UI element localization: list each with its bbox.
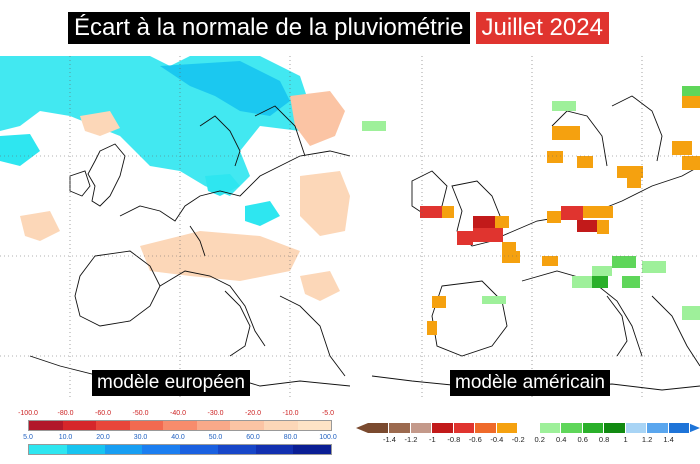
map-european-svg xyxy=(0,56,350,398)
dry-anomaly-area xyxy=(300,271,340,301)
legend-tick-label: 20.0 xyxy=(96,434,110,441)
legend-tick-label: -100.0 xyxy=(18,410,38,417)
legend-swatch xyxy=(293,445,331,454)
wet-anomaly-core xyxy=(160,61,290,116)
dry-anomaly-area xyxy=(80,111,120,136)
wet-anomaly-patch xyxy=(245,201,280,226)
coastlines xyxy=(371,95,700,391)
title-date-badge: Juillet 2024 xyxy=(475,12,609,44)
legend-swatch xyxy=(29,421,63,430)
legend-tick-label: -40.0 xyxy=(170,410,186,417)
wet-anomaly-patch xyxy=(0,134,40,166)
legend-swatch xyxy=(625,423,648,433)
label-european-model: modèle européen xyxy=(92,370,250,396)
legend-tick-label: -50.0 xyxy=(132,410,149,417)
legend-swatch xyxy=(389,423,411,433)
legend-swatch xyxy=(96,421,130,430)
legend-swatch xyxy=(62,421,97,430)
legend-us-arrows xyxy=(356,423,700,433)
legend-tick-label: -0.4 xyxy=(490,435,504,444)
legend-tick-label: 0.6 xyxy=(577,435,588,444)
legend-tick-label: 30.0 xyxy=(133,434,148,441)
map-european-model xyxy=(0,56,350,398)
map-american-svg xyxy=(352,56,700,398)
legend-tick-label: -60.0 xyxy=(95,410,111,417)
legend-swatch xyxy=(496,423,519,433)
legend-american: -1.4 -1.2 -1 -0.8 -0.6 -0.4 -0.2 0.2 0.4 0.6 0.8 1 1… xyxy=(356,418,700,458)
legend-swatch xyxy=(561,423,583,433)
legend-tick-label: 5.0 xyxy=(23,434,33,441)
legend-tick-label: -0.2 xyxy=(511,435,525,444)
dry-anomaly-area xyxy=(290,91,345,146)
legend-swatch xyxy=(142,445,180,454)
legend-swatch xyxy=(230,421,264,430)
legend-tick-label: -80.0 xyxy=(57,410,74,417)
legend-swatch xyxy=(475,423,497,433)
legend-swatch xyxy=(368,423,390,433)
legend-negative-ticks: -100.0 -80.0 -60.0 -50.0 -40.0 -30.0 -20.0 -10.… xyxy=(18,410,334,420)
legend-negative-bar xyxy=(28,420,332,431)
legend-tick-label: 100.0 xyxy=(319,434,337,441)
legend-swatch xyxy=(263,421,298,430)
legend-swatch xyxy=(104,445,143,454)
legend-swatch xyxy=(297,421,332,430)
legend-tick-label: 40.0 xyxy=(171,434,185,441)
legend-tick-label: -30.0 xyxy=(207,410,224,417)
legend-tick-label: -1.4 xyxy=(382,435,396,444)
legend-swatch xyxy=(647,423,669,433)
legend-tick-label: -10.0 xyxy=(282,410,299,417)
legend-tick-label: -20.0 xyxy=(245,410,261,417)
legend-swatch xyxy=(668,423,691,433)
legend-swatch xyxy=(217,445,256,454)
graticule xyxy=(0,56,350,398)
legend-european: -100.0 -80.0 -60.0 -50.0 -40.0 -30.0 -20.0 -10.… xyxy=(18,410,337,462)
legend-swatch xyxy=(255,445,294,454)
legend-tick-label: 10.0 xyxy=(58,434,73,441)
legend-tick-label: 0.8 xyxy=(598,435,610,444)
legend-tick-label: 1.4 xyxy=(663,435,674,444)
legend-swatch xyxy=(163,421,197,430)
legend-swatch xyxy=(539,423,562,433)
legend-tick-label: 0.4 xyxy=(555,435,567,444)
legend-tick-label: 1 xyxy=(623,435,628,444)
legend-tick-label: 1.2 xyxy=(641,435,653,444)
legend-swatch xyxy=(453,423,476,433)
legend-positive-ticks: 5.0 10.0 20.0 30.0 40.0 50.0 60.0 80.0 100.0 xyxy=(18,434,337,444)
legend-tick-label: 80.0 xyxy=(283,434,298,441)
legend-tick-label: -0.6 xyxy=(468,435,482,444)
legend-us-ticks: -1.4 -1.2 -1 -0.8 -0.6 -0.4 -0.2 0.2 0.4 0.6 0.8 1 1… xyxy=(356,435,700,445)
legend-swatch xyxy=(432,423,454,433)
legend-swatch xyxy=(196,421,231,430)
legend-tick-label: -5.0 xyxy=(321,410,335,417)
legend-tick-label: -0.8 xyxy=(447,435,461,444)
wet-anomaly-patch xyxy=(205,174,240,196)
legend-swatch xyxy=(410,423,433,433)
legend-tick-label: -1 xyxy=(429,435,436,444)
page-title: Écart à la normale de la pluviométrie xyxy=(68,12,470,44)
label-american-model: modèle américain xyxy=(450,370,610,396)
legend-tick-label: 50.0 xyxy=(208,434,223,441)
map-american-model xyxy=(352,56,700,398)
legend-swatch xyxy=(582,423,605,433)
dry-anomaly-cells xyxy=(420,96,700,335)
legend-swatch xyxy=(129,421,164,430)
legend-us-bar xyxy=(368,423,691,433)
legend-swatch xyxy=(604,423,626,433)
legend-swatch xyxy=(29,445,67,454)
legend-tick-label: -1.2 xyxy=(404,435,418,444)
dry-anomaly-area xyxy=(300,171,350,236)
wet-anomaly-cells xyxy=(362,86,700,320)
title-bar: Écart à la normale de la pluviométrie Ju… xyxy=(68,12,609,44)
graticule xyxy=(352,56,700,398)
dry-anomaly-area xyxy=(20,211,60,241)
legend-tick-label: 0.2 xyxy=(534,435,545,444)
legend-swatch xyxy=(66,445,105,454)
legend-positive-bar xyxy=(28,444,332,455)
legend-swatch xyxy=(518,423,540,433)
legend-swatch xyxy=(180,445,218,454)
legend-tick-label: 60.0 xyxy=(246,434,260,441)
